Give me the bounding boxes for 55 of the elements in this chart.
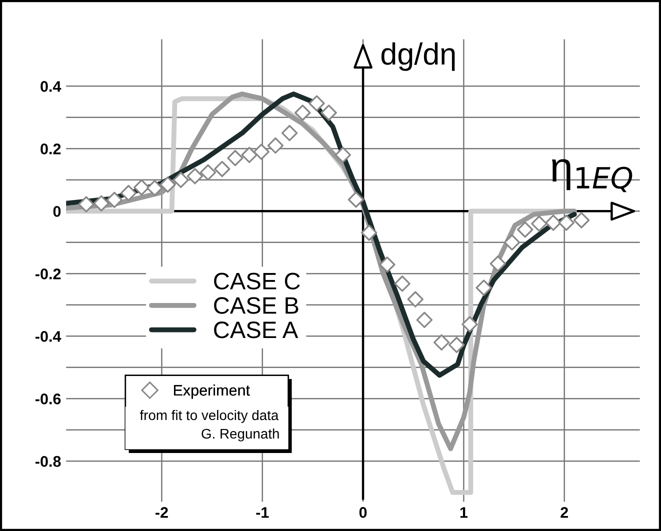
point [267,137,284,154]
x-tick-label: 1 [460,507,468,518]
x-tick-label: 2 [560,507,568,518]
annotation: from fit to velocity data [140,410,279,423]
y-tick-label: -0.2 [36,268,61,280]
point [462,316,478,332]
point [308,95,325,112]
point [120,184,137,202]
legend-label: CASE A [214,322,298,338]
point [416,312,433,328]
point [558,214,574,231]
point [433,334,450,351]
point [253,144,270,160]
annotation: G. Regunath [202,428,279,442]
point [545,214,562,231]
point [394,276,410,292]
point [379,256,396,273]
point [146,180,163,196]
point [360,224,378,241]
point [294,104,311,121]
point [320,104,337,121]
y-tick-label: 0.2 [40,144,61,154]
point [448,336,465,354]
y-tick-label: 0.4 [40,81,62,92]
point [160,176,176,193]
point [133,179,150,196]
y-axis-title: dg/dη [381,42,455,71]
point [504,234,520,251]
y-tick-label: -0.6 [36,394,61,404]
x-tick-label: -2 [156,507,168,518]
point [407,291,424,308]
point [516,221,534,238]
point [200,164,216,181]
x-tick-label: 0 [359,507,367,518]
point [78,196,94,212]
y-tick-label: 0 [53,206,61,217]
y-tick-label: -0.8 [36,456,61,467]
point [214,160,230,178]
point [573,212,590,228]
x-tick-label: -1 [256,507,269,518]
point [186,168,204,184]
point [106,192,123,208]
x-axis-title: η$_{1EQ}$ [552,159,632,192]
legend-label: Experiment [174,384,250,399]
legend-label: CASE B [214,297,298,314]
point [490,256,506,272]
point [172,172,189,188]
point [93,195,110,212]
point [348,191,364,208]
point [476,280,492,296]
point [227,150,244,166]
point [334,146,352,164]
legend-label: CASE C [214,272,300,290]
point [281,124,298,142]
y-tick-label: -0.4 [36,331,62,342]
